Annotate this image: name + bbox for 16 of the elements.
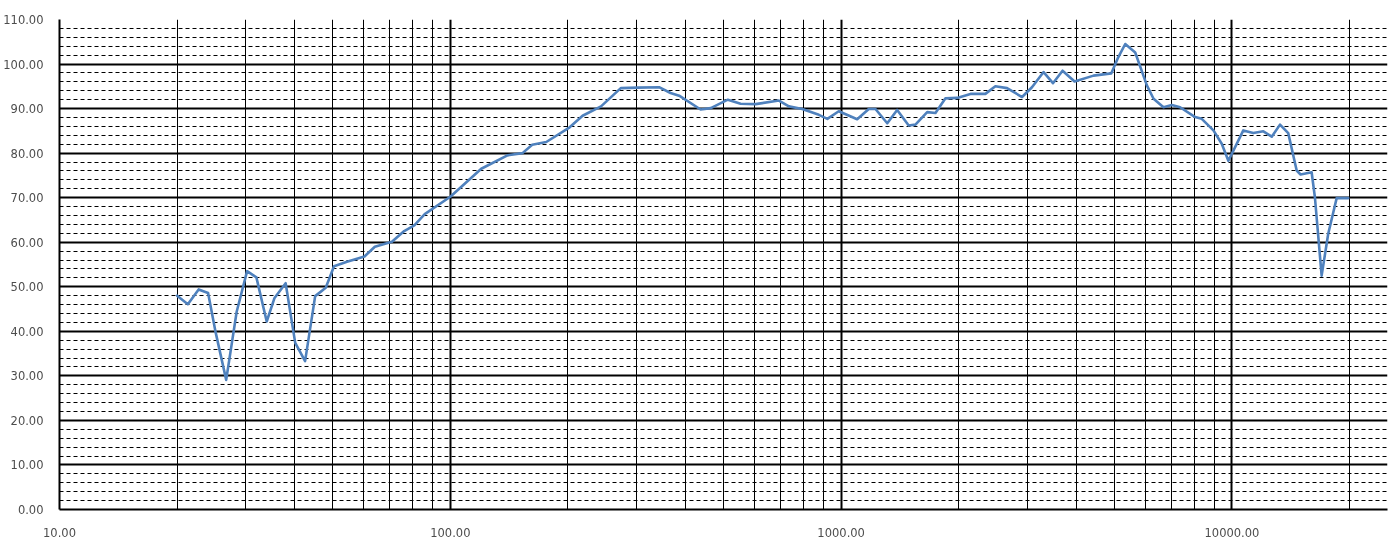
- y-tick-label: 10.00: [10, 458, 44, 473]
- y-tick-label: 20.00: [10, 413, 44, 428]
- x-tick-label: 100.00: [430, 525, 471, 540]
- y-tick-label: 40.00: [10, 324, 44, 339]
- y-tick-label: 60.00: [10, 235, 44, 250]
- x-tick-label: 10000.00: [1204, 525, 1260, 540]
- y-tick-label: 30.00: [10, 369, 44, 384]
- y-tick-label: 100.00: [3, 57, 44, 72]
- y-tick-label: 90.00: [10, 102, 44, 117]
- y-tick-label: 0.00: [17, 503, 44, 517]
- y-tick-label: 110.00: [3, 13, 44, 27]
- y-tick-label: 70.00: [10, 191, 44, 206]
- y-tick-label: 50.00: [10, 280, 44, 295]
- y-tick-label: 80.00: [10, 146, 44, 161]
- x-tick-label: 1000.00: [817, 525, 865, 540]
- x-tick-label: 10.00: [43, 525, 76, 540]
